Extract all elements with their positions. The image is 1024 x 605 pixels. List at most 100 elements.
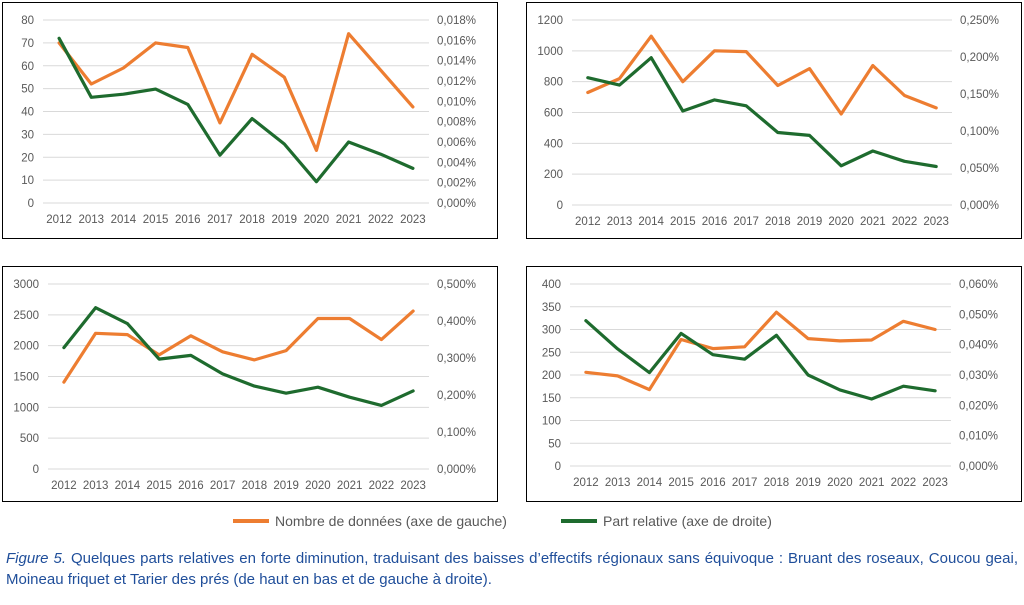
legend-swatch-green [561,519,597,523]
x-tick-label: 2014 [115,480,141,492]
y-left-tick-label: 200 [542,370,561,382]
legend-item-left-axis: Nombre de données (axe de gauche) [233,510,507,532]
y-left-tick-label: 400 [542,279,561,291]
legend-label-right-axis: Part relative (axe de droite) [603,513,772,529]
legend-item-right-axis: Part relative (axe de droite) [561,510,772,532]
y-right-tick-label: 0,200% [437,390,476,402]
chart-svg: 0 50 100 150 200 250 300 350 400 0,000% 0,010% 0,02… [542,279,998,489]
y-left-tick-label: 400 [544,138,563,150]
x-tick-label: 2013 [83,480,109,492]
y-right-tick-label: 0,400% [437,316,476,328]
x-tick-label: 2018 [764,477,790,489]
y-left-tick-label: 50 [21,84,34,96]
legend-swatch-orange [233,519,269,523]
x-tick-label: 2013 [605,477,631,489]
x-tick-label: 2014 [111,214,137,226]
x-tick-label: 2017 [207,214,233,226]
x-tick-label: 2015 [143,214,169,226]
x-tick-label: 2016 [175,214,201,226]
x-tick-label: 2012 [573,477,599,489]
x-tick-label: 2012 [575,216,601,228]
x-tick-label: 2017 [210,480,236,492]
chart-panel-1: 0 10 20 30 40 50 60 70 80 0,000% 0,002% 0,004% 0,006… [2,2,498,239]
x-tick-label: 2019 [271,214,297,226]
y-right-tick-label: 0,250% [960,15,999,27]
legend-label-left-axis: Nombre de données (axe de gauche) [275,513,507,529]
y-left-tick-label: 100 [542,416,561,428]
x-tick-label: 2020 [827,477,853,489]
x-tick-label: 2021 [860,216,886,228]
chart-panel-4: 0 50 100 150 200 250 300 350 400 0,000% 0,010% 0,02… [526,266,1022,502]
y-right-tick-label: 0,016% [437,35,476,47]
y-left-tick-label: 800 [544,77,563,89]
y-left-tick-label: 1500 [13,372,39,384]
y-right-tick-label: 0,000% [437,464,476,476]
x-tick-label: 2020 [304,214,330,226]
chart-panel-3: 0 500 1000 1500 2000 2500 3000 0,000% 0,100% 0,20… [2,266,498,502]
y-right-tick-label: 0,008% [437,117,476,129]
x-tick-label: 2015 [668,477,694,489]
y-left-tick-label: 1000 [13,402,39,414]
x-tick-label: 2015 [670,216,696,228]
figure-caption: Figure 5. Quelques parts relatives en fo… [6,548,1018,590]
x-tick-label: 2021 [859,477,885,489]
series-line-part-relative [57,36,415,184]
series-line-nombre-de-donnees [586,34,938,116]
y-right-tick-label: 0,010% [959,431,998,443]
y-left-tick-label: 0 [33,464,39,476]
series-line-part-relative [584,319,937,401]
x-tick-label: 2020 [828,216,854,228]
y-left-tick-label: 600 [544,108,563,120]
y-right-tick-label: 0,000% [437,198,476,210]
series-line-nombre-de-donnees [584,310,937,392]
y-left-tick-label: 1000 [537,46,563,58]
x-tick-label: 2023 [400,480,426,492]
x-tick-label: 2021 [336,214,362,226]
caption-text: Quelques parts relatives en forte diminu… [6,550,1018,588]
y-right-tick-label: 0,060% [959,279,998,291]
y-right-tick-label: 0,010% [437,96,476,108]
x-tick-label: 2015 [146,480,172,492]
y-right-tick-label: 0,018% [437,15,476,27]
x-tick-label: 2023 [922,477,948,489]
y-left-tick-label: 150 [542,393,561,405]
y-left-tick-label: 80 [21,15,34,27]
x-tick-label: 2017 [732,477,758,489]
y-left-tick-label: 350 [542,302,561,314]
x-tick-label: 2014 [638,216,664,228]
y-left-tick-label: 200 [544,169,563,181]
y-right-tick-label: 0,200% [960,52,999,64]
x-tick-label: 2021 [337,480,363,492]
y-right-tick-label: 0,050% [959,309,998,321]
y-left-tick-label: 3000 [13,279,39,291]
y-right-tick-label: 0,100% [437,427,476,439]
y-left-tick-label: 70 [21,38,34,50]
x-tick-label: 2023 [400,214,426,226]
x-tick-label: 2017 [733,216,759,228]
x-tick-label: 2012 [46,214,72,226]
y-left-tick-label: 500 [20,433,39,445]
x-tick-label: 2018 [765,216,791,228]
y-left-tick-label: 2000 [13,341,39,353]
x-tick-label: 2022 [369,480,395,492]
y-right-tick-label: 0,030% [959,370,998,382]
y-left-tick-label: 60 [21,61,34,73]
x-tick-label: 2012 [51,480,77,492]
y-left-tick-label: 10 [21,175,34,187]
y-right-tick-label: 0,014% [437,56,476,68]
x-tick-label: 2016 [700,477,726,489]
y-right-tick-label: 0,000% [960,200,999,212]
y-right-tick-label: 0,002% [437,178,476,190]
x-tick-label: 2022 [368,214,394,226]
y-left-tick-label: 250 [542,347,561,359]
x-tick-label: 2014 [637,477,663,489]
series-line-nombre-de-donnees [62,309,415,384]
x-tick-label: 2018 [239,214,265,226]
x-tick-label: 2013 [78,214,104,226]
chart-svg: 0 200 400 600 800 1000 1200 0,000% 0,050% 0,100% 0… [537,15,999,228]
chart-panel-2: 0 200 400 600 800 1000 1200 0,000% 0,050% 0,100% 0… [526,2,1022,239]
y-left-tick-label: 1200 [537,15,563,27]
x-tick-label: 2019 [273,480,299,492]
y-left-tick-label: 300 [542,325,561,337]
y-right-tick-label: 0,500% [437,279,476,291]
